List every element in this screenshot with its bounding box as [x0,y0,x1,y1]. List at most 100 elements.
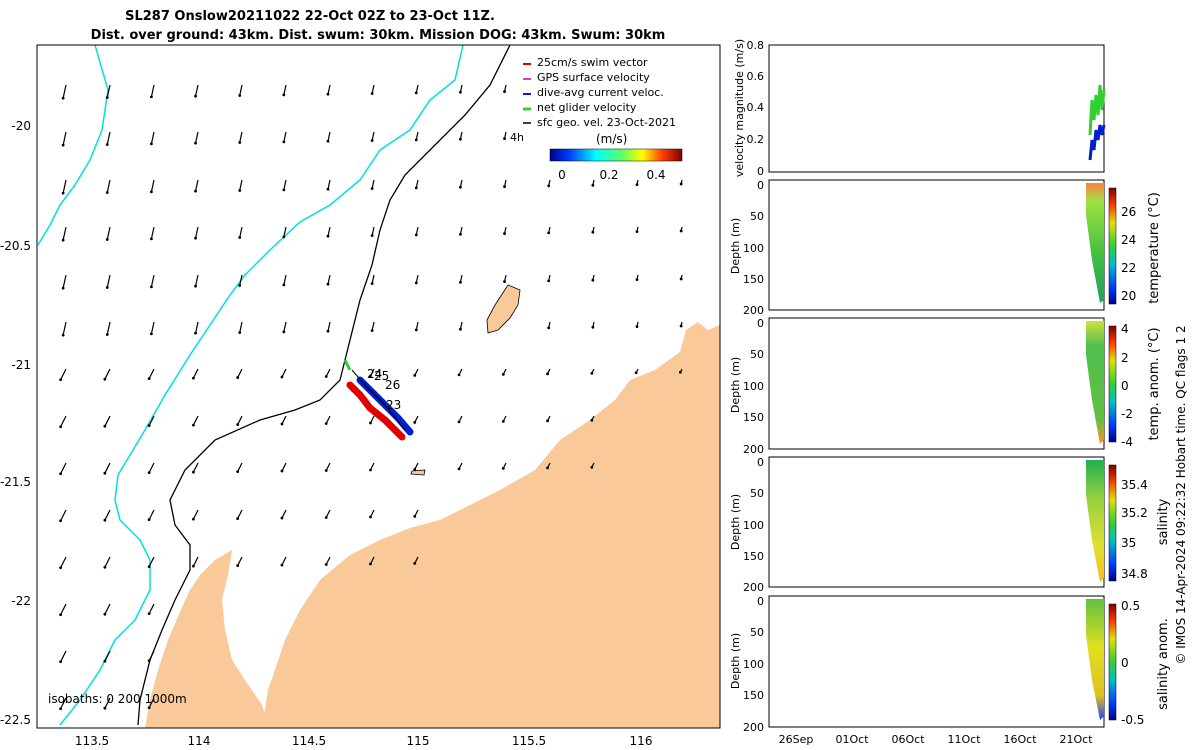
velocity-arrow [104,556,111,568]
velocity-arrow-head [547,184,551,188]
salinity-frame [768,456,1105,588]
velocity-arrow [106,131,111,145]
section-panels: 26 24 22 20 temperature (°C) 0 50 100 15… [729,179,1171,746]
velocity-arrow-head [503,280,506,283]
depth-tick: 100 [743,658,764,671]
velocity-arrow-head [503,137,506,140]
vel-y-tick: 0.8 [747,39,765,52]
velocity-arrow-head [591,230,595,234]
velocity-arrow-head [459,327,462,331]
tanom-cbar-tick: 0 [1121,379,1129,393]
velocity-arrow-head [194,94,197,98]
velocity-arrow [104,415,111,427]
velocity-arrow [62,84,67,99]
depth-tick: 50 [750,487,764,500]
temperature-panel: 26 24 22 20 temperature (°C) 0 50 100 15… [729,179,1162,317]
velocity-arrow-head [414,233,418,237]
land-island [486,284,521,334]
tanom-cbar-label: temp. anom. (°C) [1147,327,1162,440]
velocity-series-net [1088,84,1106,136]
isobath-200m [59,44,464,726]
depth-ylabel: Depth (m) [729,218,742,274]
velocity-arrow-head [501,372,505,376]
sal-cbar-tick: 35.4 [1121,478,1148,492]
velocity-arrow-head [635,183,639,187]
velocity-arrow-head [678,370,682,374]
velocity-arrow-head [457,373,461,377]
velocity-arrow [60,697,67,709]
dive-label-25: 25 [374,369,389,383]
velocity-arrow-head [326,329,330,333]
velocity-arrow-head [61,96,65,100]
velocity-arrow [148,509,155,520]
velocity-arrow [194,131,199,144]
velocity-arrow-head [546,372,549,376]
date-tick: 11Oct [947,733,981,746]
depth-tick: 150 [743,550,764,563]
footer-credit: © IMOS 14-Apr-2024 09:22:32 Hobart time.… [1174,325,1188,664]
velocity-arrow-head [147,706,151,710]
velocity-arrow-head [59,519,63,523]
velocity-arrow [239,274,243,286]
velocity-arrow-head [238,94,242,97]
velocity-arrow [148,462,155,473]
velocity-arrow-head [459,185,462,189]
sanom-cbar-tick: -0.5 [1121,713,1144,727]
depth-tick: 200 [743,443,764,456]
velocity-arrow [192,415,199,426]
velocity-arrow-head [59,378,63,382]
velocity-arrow [150,84,155,97]
velocity-arrow-head [679,229,683,233]
legend-sfc: sfc geo. vel. 23-Oct-2021 [537,116,676,129]
velocity-arrow [104,462,111,474]
velocity-arrow [150,321,155,334]
velocity-arrow-head [61,333,65,337]
velocity-arrow-head [194,189,197,193]
map-y-tick: -21 [11,358,31,372]
temp-anomaly-frame [768,317,1105,450]
velocity-arrow-head [503,232,506,235]
velocity-arrow-head [103,612,107,616]
legend-swim: 25cm/s swim vector [537,56,648,69]
velocity-arrow-head [280,422,284,426]
velocity-arrow [194,226,199,239]
map-x-tick: 113.5 [75,734,109,748]
velocity-arrow-head [547,279,551,283]
velocity-arrow-head [369,562,372,566]
cbar-tick-04: 0.4 [646,168,665,182]
velocity-arrow-head [414,91,418,95]
velocity-arrow-head [238,284,242,287]
velocity-arrow-head [282,140,286,144]
velocity-arrow-head [282,283,286,287]
track-line [351,369,406,431]
tanom-cbar-tick: 2 [1121,351,1129,365]
velocity-arrow-head [147,424,151,428]
velocity-arrow-head [105,238,109,241]
velocity-arrow [281,368,287,378]
velocity-arrow-head [590,465,594,469]
velocity-arrow-head [282,330,286,334]
velocity-arrow-head [280,563,284,567]
temp-cbar-label: temperature (°C) [1147,192,1162,304]
velocity-arrow [283,131,287,142]
velocity-arrow-head [103,377,107,381]
depth-tick: 150 [743,411,764,424]
velocity-arrow-head [147,565,151,569]
velocity-arrow [62,226,67,241]
velocity-arrow [150,131,155,144]
depth-tick: 150 [743,273,764,286]
velocity-arrow-head [326,92,330,96]
velocity-arrow-head [591,183,595,187]
velocity-arrow-head [635,325,639,329]
depth-ylabel: Depth (m) [729,357,742,413]
velocity-arrow [325,509,331,518]
velocity-arrow-head [591,325,595,329]
velocity-arrow-head [59,660,63,664]
legend-net: net glider velocity [537,101,637,114]
velocity-arrow [371,274,375,284]
vel-y-tick: 0.4 [747,101,765,114]
velocity-arrow [281,509,287,519]
velocity-arrow-head [546,419,549,423]
velocity-arrow-head [282,235,286,239]
velocity-arrow-head [236,564,240,567]
